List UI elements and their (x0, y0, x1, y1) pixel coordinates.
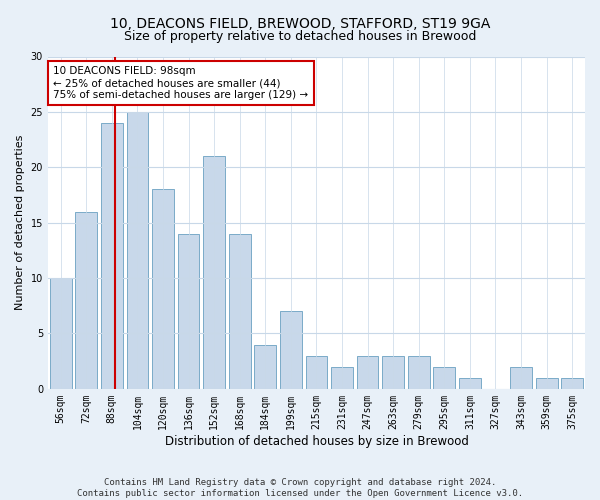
Bar (152, 190, 174, 389)
Bar (178, 234, 199, 389)
Bar (305, 356, 328, 389)
Text: Contains HM Land Registry data © Crown copyright and database right 2024.
Contai: Contains HM Land Registry data © Crown c… (77, 478, 523, 498)
Bar (50, 278, 71, 389)
Bar (127, 112, 148, 389)
Bar (280, 312, 302, 389)
Bar (357, 356, 379, 389)
Bar (562, 378, 583, 389)
Bar (203, 156, 225, 389)
Text: 10, DEACONS FIELD, BREWOOD, STAFFORD, ST19 9GA: 10, DEACONS FIELD, BREWOOD, STAFFORD, ST… (110, 18, 490, 32)
Bar (408, 356, 430, 389)
Y-axis label: Number of detached properties: Number of detached properties (15, 135, 25, 310)
Bar (76, 212, 97, 389)
Bar (101, 123, 123, 389)
Bar (459, 378, 481, 389)
Bar (510, 366, 532, 389)
Text: Size of property relative to detached houses in Brewood: Size of property relative to detached ho… (124, 30, 476, 43)
Bar (536, 378, 557, 389)
Bar (229, 234, 251, 389)
Bar (331, 366, 353, 389)
Bar (382, 356, 404, 389)
Bar (254, 344, 276, 389)
Bar (433, 366, 455, 389)
Text: 10 DEACONS FIELD: 98sqm
← 25% of detached houses are smaller (44)
75% of semi-de: 10 DEACONS FIELD: 98sqm ← 25% of detache… (53, 66, 308, 100)
X-axis label: Distribution of detached houses by size in Brewood: Distribution of detached houses by size … (164, 434, 469, 448)
